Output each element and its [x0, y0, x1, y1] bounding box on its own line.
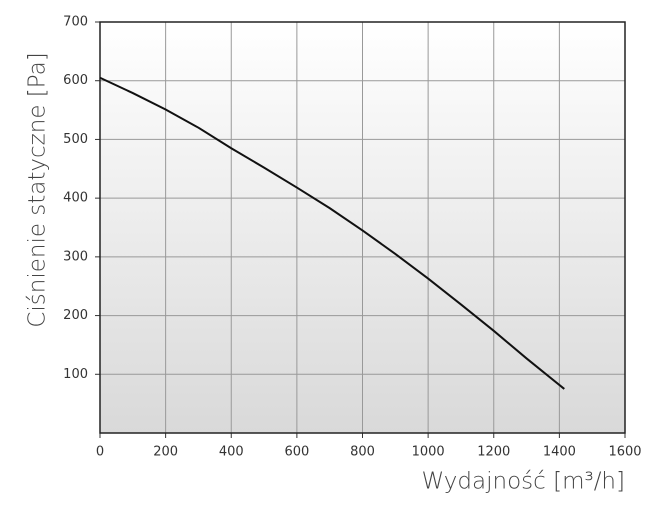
x-tick-label: 200 — [153, 445, 178, 460]
x-tick-label: 1400 — [543, 445, 576, 460]
y-tick-label: 100 — [63, 367, 88, 382]
y-tick-label: 700 — [63, 15, 88, 30]
y-tick-label: 300 — [63, 249, 88, 264]
y-tick-label: 500 — [63, 132, 88, 147]
x-tick-label: 600 — [284, 445, 309, 460]
plot-frame — [99, 21, 626, 434]
x-tick-label: 1600 — [608, 445, 641, 460]
data-line — [99, 76, 565, 390]
x-tick-label: 400 — [219, 445, 244, 460]
x-tick-label: 0 — [96, 445, 104, 460]
x-tick-label: 1200 — [477, 445, 510, 460]
y-tick-label: 400 — [63, 191, 88, 206]
x-tick-label: 1000 — [412, 445, 445, 460]
y-tick-label: 600 — [63, 73, 88, 88]
y-tick-label: 200 — [63, 308, 88, 323]
x-axis-title: Wydajność [m³/h] — [421, 469, 625, 495]
x-tick-label: 800 — [350, 445, 375, 460]
y-axis-title: Ciśnienie statyczne [Pa] — [25, 52, 51, 327]
